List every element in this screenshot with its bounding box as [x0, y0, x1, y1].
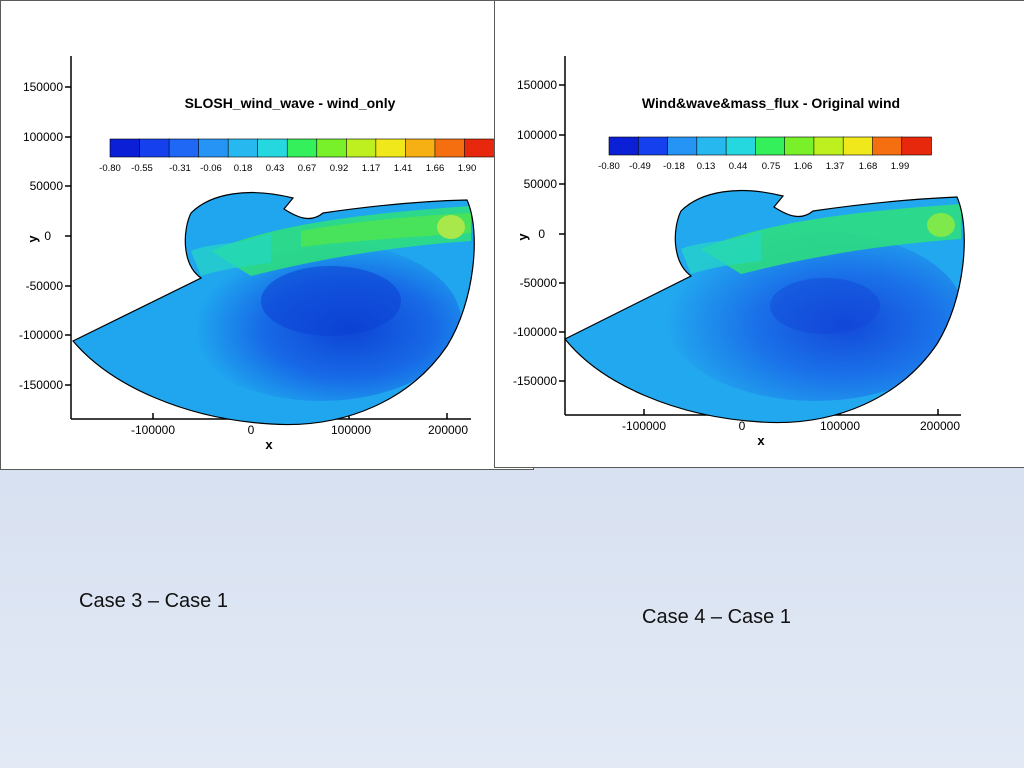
y-tick-label: 0	[538, 227, 545, 241]
colorbar-swatch	[316, 138, 348, 158]
colorbar-label: 0.43	[266, 163, 285, 174]
colorbar-label: 0.75	[762, 161, 781, 172]
y-axis-label: y	[25, 235, 40, 243]
y-tick-label: -50000	[520, 276, 558, 290]
plot-title: SLOSH_wind_wave - wind_only	[185, 95, 396, 111]
colorbar-swatch	[109, 138, 141, 158]
x-tick-label: 200000	[920, 419, 960, 433]
colorbar-label: 1.99	[891, 161, 910, 172]
colorbar-swatch	[901, 136, 932, 156]
colorbar-swatch	[725, 136, 757, 156]
colorbar-swatch	[286, 138, 318, 158]
colorbar-label: 1.37	[826, 161, 845, 172]
colorbar-swatch	[813, 136, 844, 156]
colorbar-right	[608, 136, 932, 156]
contour-domain	[564, 189, 965, 424]
colorbar-label: 0.13	[697, 161, 716, 172]
colorbar-swatch	[696, 136, 727, 156]
colorbar-swatch	[637, 136, 669, 156]
y-tick-label: -100000	[19, 328, 63, 342]
caption-case4-case1: Case 4 – Case 1	[642, 606, 791, 628]
colorbar-swatch	[784, 136, 815, 156]
x-tick-label: 0	[739, 419, 746, 433]
colorbar-swatch	[405, 138, 436, 158]
plot-title: Wind&wave&mass_flux - Original wind	[642, 95, 900, 111]
colorbar-swatch	[667, 136, 698, 156]
colorbar-swatch	[434, 138, 466, 158]
caption-case3-case1: Case 3 – Case 1	[79, 590, 228, 612]
colorbar-swatch	[375, 138, 407, 158]
colorbar-label: -0.18	[663, 161, 685, 172]
colorbar-swatch	[198, 138, 229, 158]
colorbar-label: -0.31	[169, 163, 191, 174]
x-axis-label: x	[757, 433, 765, 448]
colorbar-label: 0.18	[234, 163, 253, 174]
colorbar-label: -0.80	[598, 161, 620, 172]
plot-panel-left: 150000 100000 50000 0 -50000 -100000 -15…	[0, 0, 534, 470]
colorbar-label: 1.90	[458, 163, 477, 174]
x-tick-label: 100000	[331, 423, 371, 437]
colorbar-label: 1.06	[794, 161, 813, 172]
y-tick-label: 50000	[30, 179, 64, 193]
y-tick-label: -150000	[513, 374, 557, 388]
y-tick-label: 150000	[517, 78, 557, 92]
x-tick-label: 0	[248, 423, 255, 437]
colorbar-swatch	[872, 136, 903, 156]
y-tick-label: 150000	[23, 80, 63, 94]
colorbar-swatch	[608, 136, 640, 156]
colorbar-label: 0.67	[298, 163, 317, 174]
x-tick-label: 100000	[820, 419, 860, 433]
colorbar-label: 1.66	[426, 163, 445, 174]
colorbar-label: 0.44	[729, 161, 748, 172]
plot-panel-right: 150000 100000 50000 0 -50000 -100000 -15…	[494, 0, 1024, 468]
colorbar-label: 0.92	[330, 163, 349, 174]
colorbar-label: 1.68	[859, 161, 878, 172]
y-tick-label: 100000	[23, 130, 63, 144]
colorbar-swatch	[346, 138, 377, 158]
contour-domain	[72, 191, 475, 426]
x-tick-label: 200000	[428, 423, 468, 437]
colorbar-left	[109, 138, 495, 158]
y-tick-label: -100000	[513, 325, 557, 339]
colorbar-label: -0.80	[99, 163, 121, 174]
y-tick-label: -50000	[26, 279, 64, 293]
colorbar-label: -0.55	[131, 163, 153, 174]
colorbar-swatch	[139, 138, 170, 158]
colorbar-swatch	[168, 138, 200, 158]
colorbar-swatch	[755, 136, 786, 156]
colorbar-label: 1.41	[394, 163, 413, 174]
x-axis-label: x	[265, 437, 273, 452]
colorbar-swatch	[227, 138, 259, 158]
y-tick-label: 50000	[524, 177, 558, 191]
contour-plot-left: 150000 100000 50000 0 -50000 -100000 -15…	[19, 56, 495, 452]
y-axis-label: y	[515, 233, 530, 241]
colorbar-swatch	[464, 138, 495, 158]
x-tick-label: -100000	[131, 423, 175, 437]
colorbar-label: -0.06	[200, 163, 222, 174]
y-tick-label: -150000	[19, 378, 63, 392]
colorbar-label: 1.17	[362, 163, 381, 174]
colorbar-swatch	[842, 136, 874, 156]
colorbar-swatch	[257, 138, 289, 158]
colorbar-label: -0.49	[629, 161, 651, 172]
y-tick-label: 0	[44, 229, 51, 243]
x-tick-label: -100000	[622, 419, 666, 433]
contour-plot-right: 150000 100000 50000 0 -50000 -100000 -15…	[513, 56, 965, 448]
y-tick-label: 100000	[517, 128, 557, 142]
